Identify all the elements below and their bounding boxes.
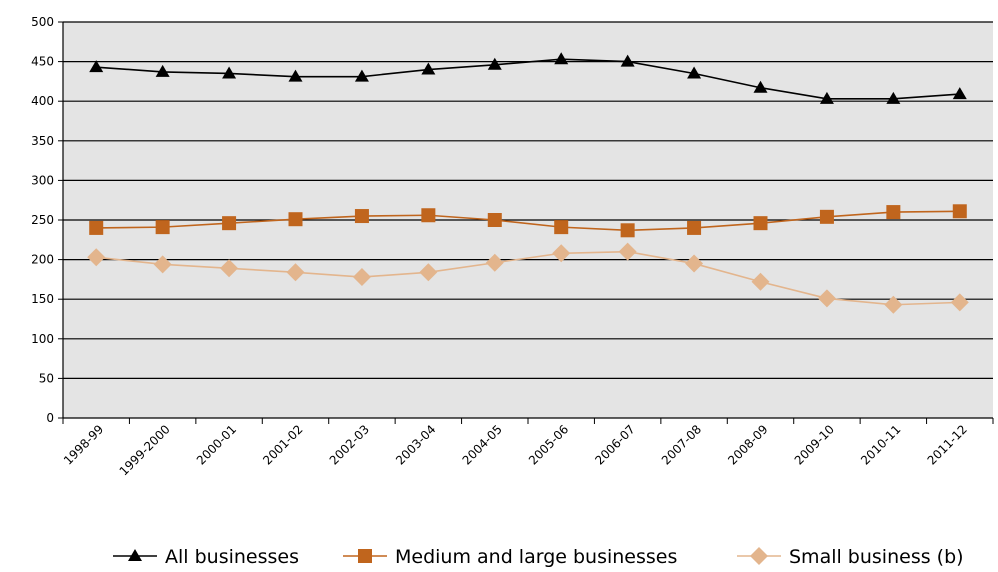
data-point — [487, 57, 502, 70]
data-point — [753, 80, 768, 93]
data-point — [751, 272, 770, 291]
data-point — [554, 52, 569, 65]
data-point — [753, 216, 768, 231]
data-point — [354, 69, 369, 82]
data-point — [886, 205, 901, 220]
data-point — [288, 212, 303, 227]
data-point — [222, 66, 237, 79]
x-tick-label: 2010-11 — [858, 422, 903, 467]
x-tick-label: 2007-08 — [659, 422, 704, 467]
y-tick-label: 300 — [31, 173, 54, 187]
legend-label: Small business (b) — [789, 546, 964, 568]
x-tick-label: 2003-04 — [393, 422, 438, 467]
data-point — [155, 220, 170, 235]
x-tick-label: 2006-07 — [592, 422, 637, 467]
x-tick-label: 2008-09 — [725, 422, 770, 467]
data-point — [819, 209, 834, 224]
x-tick-label: 2001-02 — [260, 422, 305, 467]
x-tick-label: 1999-2000 — [117, 422, 173, 478]
series-line — [96, 58, 960, 100]
legend-label: Medium and large businesses — [395, 546, 677, 568]
data-point — [620, 54, 635, 67]
y-tick-label: 500 — [31, 15, 54, 29]
data-point — [884, 295, 903, 314]
y-tick-label: 350 — [31, 134, 54, 148]
data-point — [817, 289, 836, 308]
y-tick-label: 100 — [31, 332, 54, 346]
data-point — [89, 220, 104, 235]
x-tick-label: 2002-03 — [327, 422, 372, 467]
series-2 — [87, 242, 969, 314]
y-tick-label: 250 — [31, 213, 54, 227]
data-point — [153, 255, 172, 274]
data-point — [819, 91, 834, 104]
x-tick-label: 2000-01 — [194, 422, 239, 467]
data-point — [288, 69, 303, 82]
series-0 — [89, 52, 967, 104]
data-point — [222, 216, 237, 231]
x-tick-label: 2011-12 — [925, 422, 970, 467]
data-point — [952, 204, 967, 219]
data-point — [950, 293, 969, 312]
data-point — [286, 263, 305, 282]
data-point — [421, 208, 436, 223]
legend: All businesses Medium and large businesse… — [113, 546, 964, 568]
legend-marker — [128, 549, 142, 561]
x-tick-label: 2004-05 — [460, 422, 505, 467]
data-point — [620, 223, 635, 238]
data-point — [89, 60, 104, 73]
x-axis-tick-labels: 1998-99 1999-2000 2000-01 2001-02 2002-03 200… — [61, 422, 970, 478]
data-point — [687, 66, 702, 79]
data-point — [552, 244, 571, 263]
data-point — [421, 62, 436, 75]
legend-item: Medium and large businesses — [343, 546, 677, 568]
series-line — [96, 210, 960, 232]
data-series — [87, 52, 969, 314]
legend-marker — [750, 547, 768, 565]
data-point — [687, 220, 702, 235]
legend-item: All businesses — [113, 546, 299, 568]
data-point — [354, 209, 369, 224]
data-point — [352, 268, 371, 287]
data-point — [87, 248, 106, 267]
data-point — [554, 220, 569, 235]
y-tick-label: 150 — [31, 292, 54, 306]
data-point — [155, 64, 170, 77]
data-point — [685, 254, 704, 273]
y-tick-label: 50 — [39, 371, 54, 385]
x-tick-label: 2005-06 — [526, 422, 571, 467]
x-tick-label: 2009-10 — [792, 422, 837, 467]
series-1 — [89, 204, 967, 238]
legend-label: All businesses — [165, 546, 299, 568]
legend-marker — [358, 549, 372, 563]
x-tick-label: 1998-99 — [61, 422, 106, 467]
series-line — [96, 250, 960, 306]
data-point — [220, 259, 239, 278]
y-tick-label: 200 — [31, 253, 54, 267]
data-point — [618, 242, 637, 261]
y-tick-label: 400 — [31, 94, 54, 108]
data-point — [487, 213, 502, 227]
data-point — [886, 91, 901, 104]
data-point — [952, 87, 967, 100]
y-axis-tick-labels: 0 50 100 150 200 250 300 350 400 450 500 — [31, 15, 54, 425]
data-point — [485, 253, 504, 272]
y-tick-label: 0 — [46, 411, 54, 425]
data-point — [419, 263, 438, 282]
legend-item: Small business (b) — [737, 546, 964, 568]
y-tick-label: 450 — [31, 55, 54, 69]
